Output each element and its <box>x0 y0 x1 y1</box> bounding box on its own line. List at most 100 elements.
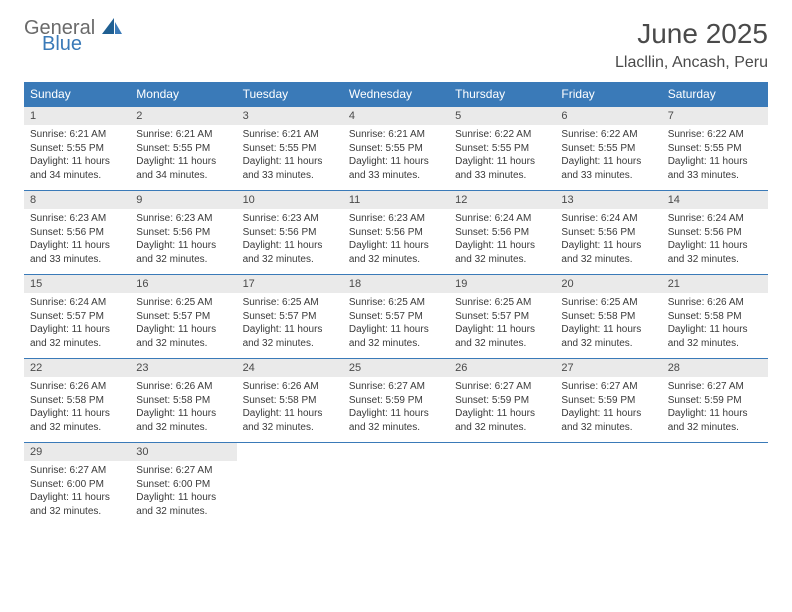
day-header-monday: Monday <box>130 82 236 107</box>
day-cell: 29Sunrise: 6:27 AMSunset: 6:00 PMDayligh… <box>24 443 130 527</box>
sunset-line: Sunset: 5:55 PM <box>349 142 443 156</box>
sunrise-line: Sunrise: 6:23 AM <box>30 212 124 226</box>
day-cell: 30Sunrise: 6:27 AMSunset: 6:00 PMDayligh… <box>130 443 236 527</box>
day-body: Sunrise: 6:24 AMSunset: 5:57 PMDaylight:… <box>24 293 130 358</box>
day-cell: 18Sunrise: 6:25 AMSunset: 5:57 PMDayligh… <box>343 275 449 359</box>
day-cell: 27Sunrise: 6:27 AMSunset: 5:59 PMDayligh… <box>555 359 661 443</box>
daylight-line: Daylight: 11 hours and 32 minutes. <box>30 323 124 350</box>
daylight-line: Daylight: 11 hours and 32 minutes. <box>561 407 655 434</box>
sunset-line: Sunset: 5:56 PM <box>349 226 443 240</box>
logo-text-blue: Blue <box>42 34 122 54</box>
location-label: Llacllin, Ancash, Peru <box>615 54 768 72</box>
day-body: Sunrise: 6:25 AMSunset: 5:57 PMDaylight:… <box>130 293 236 358</box>
sunrise-line: Sunrise: 6:21 AM <box>30 128 124 142</box>
day-body: Sunrise: 6:25 AMSunset: 5:57 PMDaylight:… <box>343 293 449 358</box>
sunset-line: Sunset: 5:56 PM <box>136 226 230 240</box>
day-body: Sunrise: 6:24 AMSunset: 5:56 PMDaylight:… <box>555 209 661 274</box>
day-number: 6 <box>555 107 661 125</box>
sunset-line: Sunset: 5:56 PM <box>455 226 549 240</box>
day-cell <box>237 443 343 527</box>
day-body: Sunrise: 6:21 AMSunset: 5:55 PMDaylight:… <box>237 125 343 190</box>
sunrise-line: Sunrise: 6:27 AM <box>349 380 443 394</box>
day-cell: 22Sunrise: 6:26 AMSunset: 5:58 PMDayligh… <box>24 359 130 443</box>
daylight-line: Daylight: 11 hours and 32 minutes. <box>668 323 762 350</box>
day-body: Sunrise: 6:21 AMSunset: 5:55 PMDaylight:… <box>24 125 130 190</box>
day-number: 7 <box>662 107 768 125</box>
sunset-line: Sunset: 5:56 PM <box>243 226 337 240</box>
day-body: Sunrise: 6:27 AMSunset: 5:59 PMDaylight:… <box>555 377 661 442</box>
day-number: 4 <box>343 107 449 125</box>
page-title: June 2025 <box>615 18 768 50</box>
day-body: Sunrise: 6:21 AMSunset: 5:55 PMDaylight:… <box>343 125 449 190</box>
day-number: 9 <box>130 191 236 209</box>
day-number: 13 <box>555 191 661 209</box>
day-body: Sunrise: 6:22 AMSunset: 5:55 PMDaylight:… <box>449 125 555 190</box>
sunset-line: Sunset: 5:56 PM <box>561 226 655 240</box>
day-body: Sunrise: 6:23 AMSunset: 5:56 PMDaylight:… <box>237 209 343 274</box>
day-cell: 12Sunrise: 6:24 AMSunset: 5:56 PMDayligh… <box>449 191 555 275</box>
day-cell <box>555 443 661 527</box>
sunrise-line: Sunrise: 6:25 AM <box>136 296 230 310</box>
day-number: 28 <box>662 359 768 377</box>
sunrise-line: Sunrise: 6:27 AM <box>561 380 655 394</box>
day-body: Sunrise: 6:24 AMSunset: 5:56 PMDaylight:… <box>662 209 768 274</box>
day-cell: 13Sunrise: 6:24 AMSunset: 5:56 PMDayligh… <box>555 191 661 275</box>
daylight-line: Daylight: 11 hours and 34 minutes. <box>30 155 124 182</box>
sunrise-line: Sunrise: 6:26 AM <box>668 296 762 310</box>
day-cell: 9Sunrise: 6:23 AMSunset: 5:56 PMDaylight… <box>130 191 236 275</box>
daylight-line: Daylight: 11 hours and 32 minutes. <box>561 239 655 266</box>
day-cell: 20Sunrise: 6:25 AMSunset: 5:58 PMDayligh… <box>555 275 661 359</box>
day-cell: 10Sunrise: 6:23 AMSunset: 5:56 PMDayligh… <box>237 191 343 275</box>
day-cell: 6Sunrise: 6:22 AMSunset: 5:55 PMDaylight… <box>555 107 661 191</box>
daylight-line: Daylight: 11 hours and 32 minutes. <box>455 239 549 266</box>
sunset-line: Sunset: 5:57 PM <box>243 310 337 324</box>
sunrise-line: Sunrise: 6:24 AM <box>455 212 549 226</box>
daylight-line: Daylight: 11 hours and 32 minutes. <box>243 407 337 434</box>
day-number: 26 <box>449 359 555 377</box>
daylight-line: Daylight: 11 hours and 32 minutes. <box>349 323 443 350</box>
day-number: 17 <box>237 275 343 293</box>
day-cell: 1Sunrise: 6:21 AMSunset: 5:55 PMDaylight… <box>24 107 130 191</box>
daylight-line: Daylight: 11 hours and 32 minutes. <box>349 407 443 434</box>
day-cell: 28Sunrise: 6:27 AMSunset: 5:59 PMDayligh… <box>662 359 768 443</box>
day-header-row: Sunday Monday Tuesday Wednesday Thursday… <box>24 82 768 107</box>
sunrise-line: Sunrise: 6:26 AM <box>30 380 124 394</box>
daylight-line: Daylight: 11 hours and 32 minutes. <box>561 323 655 350</box>
day-body: Sunrise: 6:21 AMSunset: 5:55 PMDaylight:… <box>130 125 236 190</box>
day-cell: 11Sunrise: 6:23 AMSunset: 5:56 PMDayligh… <box>343 191 449 275</box>
day-cell: 23Sunrise: 6:26 AMSunset: 5:58 PMDayligh… <box>130 359 236 443</box>
day-number: 1 <box>24 107 130 125</box>
day-number: 18 <box>343 275 449 293</box>
day-number: 19 <box>449 275 555 293</box>
day-number: 16 <box>130 275 236 293</box>
day-cell: 26Sunrise: 6:27 AMSunset: 5:59 PMDayligh… <box>449 359 555 443</box>
sunset-line: Sunset: 5:57 PM <box>30 310 124 324</box>
daylight-line: Daylight: 11 hours and 32 minutes. <box>30 407 124 434</box>
sunset-line: Sunset: 5:55 PM <box>243 142 337 156</box>
day-cell: 19Sunrise: 6:25 AMSunset: 5:57 PMDayligh… <box>449 275 555 359</box>
sunset-line: Sunset: 5:58 PM <box>243 394 337 408</box>
sunrise-line: Sunrise: 6:23 AM <box>136 212 230 226</box>
day-number: 15 <box>24 275 130 293</box>
sunset-line: Sunset: 6:00 PM <box>30 478 124 492</box>
sunrise-line: Sunrise: 6:22 AM <box>561 128 655 142</box>
sunrise-line: Sunrise: 6:22 AM <box>668 128 762 142</box>
daylight-line: Daylight: 11 hours and 33 minutes. <box>455 155 549 182</box>
day-header-friday: Friday <box>555 82 661 107</box>
sunset-line: Sunset: 5:59 PM <box>668 394 762 408</box>
day-cell: 21Sunrise: 6:26 AMSunset: 5:58 PMDayligh… <box>662 275 768 359</box>
daylight-line: Daylight: 11 hours and 33 minutes. <box>561 155 655 182</box>
week-row: 1Sunrise: 6:21 AMSunset: 5:55 PMDaylight… <box>24 107 768 191</box>
day-cell: 3Sunrise: 6:21 AMSunset: 5:55 PMDaylight… <box>237 107 343 191</box>
day-body: Sunrise: 6:26 AMSunset: 5:58 PMDaylight:… <box>24 377 130 442</box>
day-body: Sunrise: 6:25 AMSunset: 5:57 PMDaylight:… <box>449 293 555 358</box>
logo: General Blue <box>24 18 122 54</box>
sunrise-line: Sunrise: 6:24 AM <box>561 212 655 226</box>
daylight-line: Daylight: 11 hours and 32 minutes. <box>136 323 230 350</box>
sunrise-line: Sunrise: 6:24 AM <box>30 296 124 310</box>
day-number: 23 <box>130 359 236 377</box>
day-body: Sunrise: 6:27 AMSunset: 6:00 PMDaylight:… <box>130 461 236 526</box>
day-number: 25 <box>343 359 449 377</box>
day-cell: 7Sunrise: 6:22 AMSunset: 5:55 PMDaylight… <box>662 107 768 191</box>
daylight-line: Daylight: 11 hours and 33 minutes. <box>349 155 443 182</box>
